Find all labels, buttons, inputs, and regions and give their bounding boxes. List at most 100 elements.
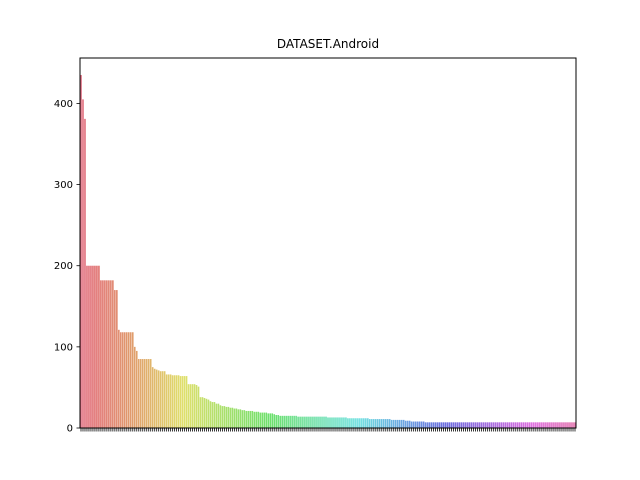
bar [110, 280, 112, 428]
bar [331, 417, 333, 428]
y-tick-label: 300 [54, 180, 73, 191]
bar [470, 422, 473, 428]
bar [554, 422, 556, 428]
bar [482, 422, 485, 428]
bar [410, 421, 413, 428]
bar [173, 375, 176, 428]
bar [484, 422, 487, 428]
bar [570, 422, 572, 428]
bar [128, 332, 130, 428]
bar [566, 422, 568, 428]
bar [199, 397, 202, 428]
bar [263, 412, 266, 428]
bar [159, 371, 162, 428]
bar [337, 417, 339, 428]
bar [187, 384, 190, 428]
bar [351, 418, 353, 428]
bar [171, 375, 174, 428]
y-tick-label: 0 [67, 424, 73, 435]
bar [500, 422, 503, 428]
bar [540, 422, 542, 428]
bar [550, 422, 552, 428]
bar [460, 422, 463, 428]
bar [524, 422, 526, 428]
bar [343, 417, 345, 428]
bar [299, 416, 301, 428]
bar [560, 422, 562, 428]
bar [130, 332, 132, 428]
bar [424, 422, 427, 428]
bar [126, 332, 128, 428]
bar [349, 418, 351, 428]
bar [273, 414, 276, 428]
bar [380, 419, 383, 428]
bar [183, 376, 186, 428]
bar [229, 407, 232, 428]
bar [325, 416, 327, 428]
bar [271, 413, 274, 428]
bar [145, 359, 148, 428]
bar [195, 385, 198, 428]
bar [215, 403, 218, 428]
bar [137, 359, 140, 428]
bar [480, 422, 483, 428]
y-axis: 0 100 200 300 400 [54, 99, 80, 435]
chart-title: DATASET.Android [277, 37, 379, 51]
bar [404, 420, 407, 428]
bar [283, 415, 285, 428]
bar [291, 415, 293, 428]
bar [139, 359, 142, 428]
bar [315, 416, 317, 428]
bar [572, 422, 574, 428]
bar [247, 410, 250, 428]
bar [388, 419, 391, 428]
bar [143, 359, 146, 428]
bar [221, 406, 224, 428]
bar [261, 412, 264, 428]
bar [386, 419, 389, 428]
bar [468, 422, 471, 428]
bar [418, 421, 421, 428]
bar [341, 417, 343, 428]
bar [116, 290, 118, 428]
bar [92, 265, 94, 428]
bar [378, 419, 381, 428]
bar [536, 422, 538, 428]
bar [414, 421, 417, 428]
bar [301, 416, 303, 428]
bar [420, 421, 423, 428]
bar [355, 418, 357, 428]
bar [438, 422, 441, 428]
bar [213, 402, 216, 428]
bar [339, 417, 341, 428]
bar [211, 402, 214, 428]
bar [307, 416, 309, 428]
bar [169, 374, 172, 428]
bar [518, 422, 521, 428]
bar [239, 409, 242, 428]
bar [90, 265, 92, 428]
bar [568, 422, 570, 428]
bar [185, 376, 188, 428]
bar [522, 422, 525, 428]
bar [442, 422, 445, 428]
bar [426, 422, 429, 428]
bar [446, 422, 449, 428]
bar [82, 99, 84, 428]
bar [466, 422, 469, 428]
bar [157, 370, 160, 428]
bar [472, 422, 475, 428]
bar [163, 371, 166, 428]
bar [201, 397, 204, 428]
bar [112, 280, 114, 428]
bar [259, 412, 262, 428]
bar [253, 411, 256, 428]
y-tick-label: 100 [54, 342, 73, 353]
bar [327, 417, 329, 428]
bar [108, 280, 110, 428]
bar [235, 408, 238, 428]
bar [456, 422, 459, 428]
bar [392, 419, 395, 428]
bar [476, 422, 479, 428]
